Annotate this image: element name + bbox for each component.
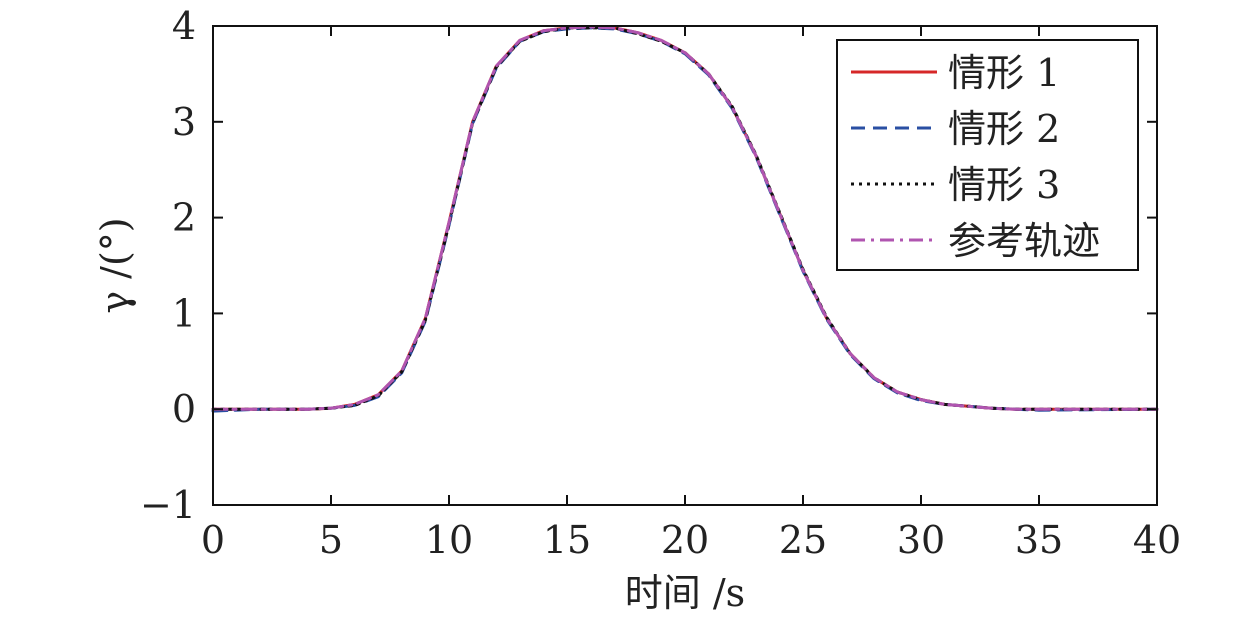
x-tick-label: 0 — [201, 518, 225, 562]
y-axis-title: γ /(°) — [93, 217, 137, 313]
x-tick-label: 30 — [897, 518, 945, 562]
y-tick-label: −1 — [140, 483, 196, 527]
x-tick-label: 35 — [1015, 518, 1063, 562]
legend-label: 参考轨迹 — [948, 219, 1100, 263]
legend-label: 情形 2 — [948, 107, 1060, 151]
x-axis-title: 时间 /s — [625, 571, 745, 615]
legend: 情形 1 情形 2 情形 3 参考轨迹 — [836, 39, 1139, 271]
x-tick-label: 15 — [543, 518, 591, 562]
legend-label: 情形 3 — [948, 163, 1060, 207]
legend-box — [836, 39, 1139, 271]
x-tick-label: 25 — [779, 518, 827, 562]
x-tick-label: 10 — [425, 518, 473, 562]
x-tick-label: 5 — [319, 518, 343, 562]
y-tick-label: 1 — [172, 291, 196, 335]
y-tick-label: 4 — [172, 4, 196, 48]
series-line-4 — [211, 25, 1159, 411]
x-tick-label: 20 — [661, 518, 709, 562]
legend-label: 情形 1 — [948, 51, 1060, 95]
x-tick-label: 40 — [1133, 518, 1181, 562]
y-tick-label: 0 — [172, 387, 196, 431]
axis-ticks — [212, 25, 1158, 506]
plot-lines — [211, 25, 1159, 413]
y-tick-label: 2 — [172, 196, 196, 240]
y-tick-label: 3 — [172, 100, 196, 144]
